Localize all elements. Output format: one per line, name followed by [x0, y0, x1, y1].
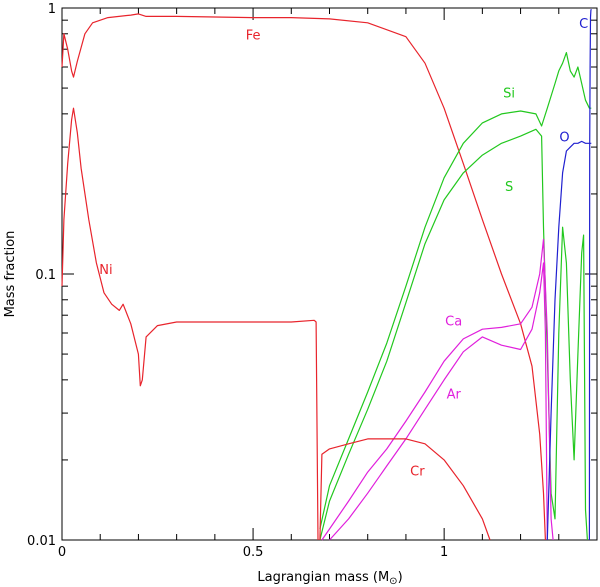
- series-line-si: [319, 52, 592, 530]
- series-line-ca: [321, 238, 554, 541]
- series-label-o: O: [559, 130, 569, 145]
- y-axis-label: Mass fraction: [3, 231, 18, 318]
- series-line-fe: [61, 13, 546, 541]
- series-label-cr: Cr: [410, 464, 425, 479]
- series-line-ar: [329, 262, 548, 541]
- series-line-o: [546, 140, 592, 541]
- series-label-ca: Ca: [445, 315, 462, 330]
- series-line-cr: [319, 438, 491, 541]
- axis-ticks: [61, 8, 598, 541]
- x-tick-label: 0: [58, 545, 66, 560]
- tick-labels: 0 0.5 1 0.01 0.1 1: [27, 2, 448, 560]
- series-line-c: [588, 8, 592, 541]
- series-line-ni: [61, 107, 319, 541]
- series-layer: [61, 8, 592, 541]
- series-label-c: C: [579, 17, 588, 32]
- x-axis-label-close: ): [398, 570, 403, 585]
- x-axis-label-main: Lagrangian mass (M: [257, 570, 389, 585]
- series-label-s: S: [505, 180, 513, 195]
- series-label-ar: Ar: [447, 388, 462, 403]
- series-line-s: [319, 128, 588, 541]
- y-tick-label: 1: [48, 2, 56, 17]
- series-label-si: Si: [503, 87, 515, 102]
- x-tick-label: 0.5: [243, 545, 264, 560]
- series-labels: Fe Ni Si S Ca Ar Cr O C: [99, 17, 588, 479]
- x-axis-label-sub: ⊙: [389, 576, 397, 587]
- y-tick-label: 0.1: [35, 268, 56, 283]
- y-tick-label: 0.01: [27, 534, 56, 549]
- x-tick-label: 1: [440, 545, 448, 560]
- series-label-fe: Fe: [246, 29, 261, 44]
- series-label-ni: Ni: [99, 263, 112, 278]
- x-axis-label: Lagrangian mass (M⊙): [257, 570, 402, 587]
- plot-frame: [61, 7, 598, 541]
